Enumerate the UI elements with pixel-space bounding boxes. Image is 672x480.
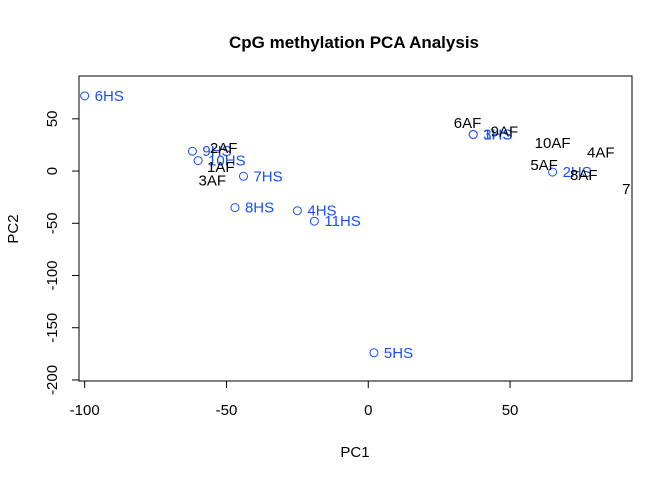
x-tick-label: -50	[216, 402, 238, 419]
data-point-marker	[80, 91, 90, 101]
data-point-marker	[468, 129, 478, 139]
data-point-label: 1AF	[207, 159, 235, 176]
data-point-marker	[548, 167, 558, 177]
data-point-label: 10AF	[535, 135, 571, 152]
data-point-label: 7HS	[253, 168, 282, 185]
data-point-label: 5HS	[384, 345, 413, 362]
data-point-label: 9AF	[491, 123, 519, 140]
x-axis: -100 -50 0 50	[70, 380, 519, 419]
data-point-label: 8HS	[245, 200, 274, 217]
data-point-label: 7	[622, 181, 630, 198]
data-point-label: 3HS	[483, 126, 512, 143]
data-point-marker	[187, 146, 197, 156]
y-tick-label: -200	[44, 365, 61, 395]
y-tick-label: 50	[44, 110, 61, 127]
data-point-marker	[309, 216, 319, 226]
data-point-marker	[230, 203, 240, 213]
data-point-marker	[292, 206, 302, 216]
y-tick-label: -150	[44, 313, 61, 343]
data-point-label: 6AF	[454, 115, 482, 132]
y-tick-label: 0	[44, 167, 61, 175]
data-point-marker	[369, 348, 379, 358]
x-tick-label: -100	[70, 402, 100, 419]
x-tick-label: 0	[364, 402, 372, 419]
y-axis-title: PC2	[5, 214, 22, 243]
data-point-label: 9HS	[202, 143, 231, 160]
data-point-label: 1HS	[483, 126, 512, 143]
x-axis-title: PC1	[340, 444, 369, 461]
y-tick-label: -100	[44, 260, 61, 290]
data-point-label: 4AF	[587, 144, 615, 161]
data-point-marker	[238, 171, 248, 181]
chart-title: CpG methylation PCA Analysis	[229, 33, 479, 52]
data-point-marker	[193, 156, 203, 166]
data-point-label: 5AF	[530, 157, 558, 174]
data-point-label: 11HS	[324, 213, 360, 230]
data-point-label: 2HS	[563, 164, 592, 181]
y-tick-label: -50	[44, 212, 61, 234]
data-point-label: 2AF	[210, 140, 238, 157]
data-point-label: 3AF	[199, 172, 227, 189]
x-tick-label: 50	[502, 402, 519, 419]
data-point-label: 8AF	[570, 167, 598, 184]
data-point-label: 4HS	[307, 203, 336, 220]
data-point-label: 6HS	[95, 88, 124, 105]
data-point-label: 10HS	[208, 153, 246, 170]
y-axis: -200 -150 -100 -50 0 50	[44, 110, 80, 395]
